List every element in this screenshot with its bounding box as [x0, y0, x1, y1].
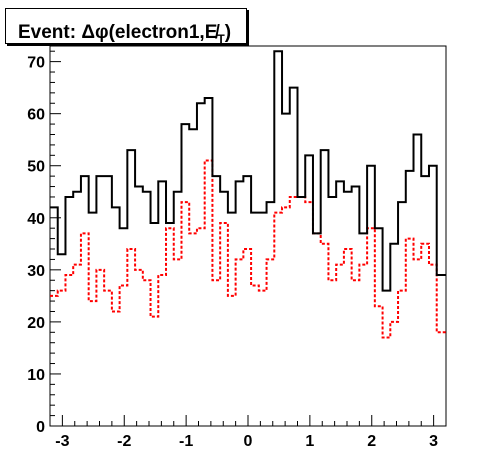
plot-frame	[49, 45, 447, 427]
histogram-series-solid	[50, 50, 446, 292]
y-tick-label: 10	[27, 367, 45, 384]
y-tick-label: 0	[36, 419, 45, 436]
x-tick-label: 3	[429, 433, 438, 450]
y-tick-label: 30	[27, 263, 45, 280]
title-suffix: )	[224, 22, 232, 43]
y-tick-label: 20	[27, 315, 45, 332]
chart-title: Event: Δφ(electron1,E̸T)	[18, 22, 231, 46]
x-tick-label: 2	[367, 433, 376, 450]
title-subscript: T	[217, 31, 225, 46]
title-prefix: Event: Δφ(electron1,	[18, 22, 205, 43]
histogram-series-dashed	[50, 159, 446, 339]
x-tick-label: 1	[305, 433, 314, 450]
x-tick-label: -2	[117, 433, 131, 450]
x-tick-label: -3	[55, 433, 69, 450]
y-tick-label: 50	[27, 159, 45, 176]
title-box: Event: Δφ(electron1,E̸T)	[5, 8, 247, 46]
x-tick-label: 0	[244, 433, 253, 450]
y-tick-label: 40	[27, 211, 45, 228]
x-tick-label: -1	[179, 433, 193, 450]
series-layer	[50, 50, 446, 339]
y-tick-label: 60	[27, 107, 45, 124]
y-tick-label: 70	[27, 55, 45, 72]
title-met-symbol: E̸	[204, 22, 218, 43]
